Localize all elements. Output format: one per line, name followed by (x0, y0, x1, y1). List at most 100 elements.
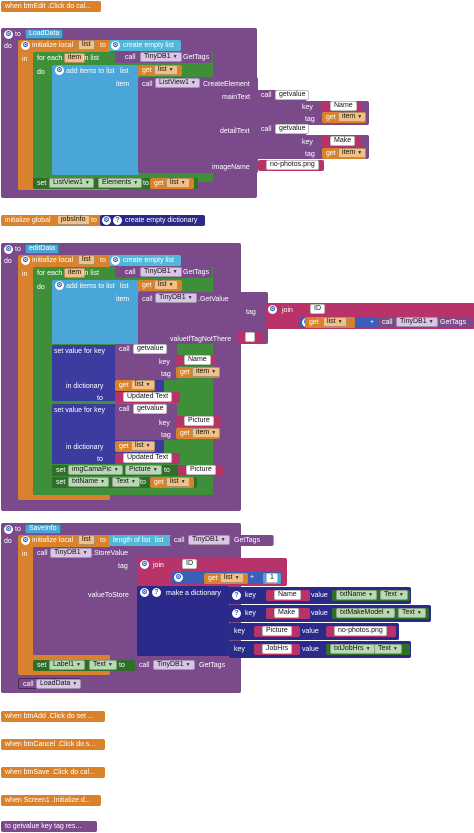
set-listview-dropdown[interactable]: ListView1 ▼ (49, 178, 94, 188)
get-item-block[interactable]: get item ▼ (322, 112, 367, 123)
name-string-block[interactable]: Name (322, 101, 362, 112)
edit-updated-text-block[interactable]: Updated Text (115, 392, 180, 403)
list-gear-icon[interactable]: ⚙ (111, 41, 120, 50)
call-gettags-block[interactable]: call TinyDB1 ▼ GetTags (115, 52, 212, 63)
make-dict-block[interactable] (137, 586, 229, 656)
getvalue-main-block[interactable]: call getvalue (257, 90, 310, 101)
pair-txtmakemodel-text-dropdown[interactable]: Text ▼ (398, 608, 426, 618)
edit-name-string[interactable]: Name (184, 355, 211, 365)
editdata-id-string[interactable]: ID (310, 304, 325, 314)
pair-txtname-dropdown[interactable]: txtName ▼ (336, 590, 378, 600)
text-prop-dropdown[interactable]: Text ▼ (112, 477, 140, 487)
loaddata-dropdown[interactable]: LoadData ▼ (36, 679, 82, 689)
get-item-detail-dropdown[interactable]: item ▼ (338, 148, 367, 158)
edit-updated-text[interactable]: Updated Text (123, 392, 173, 402)
picture-prop-dropdown[interactable]: Picture ▼ (125, 465, 162, 475)
editdata-init-gear-icon[interactable]: ⚙ (21, 256, 30, 265)
editdata-add-gear-icon[interactable]: ⚙ (55, 281, 64, 290)
pair-name-string[interactable]: Name (274, 590, 301, 600)
pair-txtjobhrs-block[interactable]: txtJobHrs ▼ Text ▼ (326, 644, 410, 655)
call-loaddata-block[interactable]: call LoadData ▼ (18, 678, 82, 689)
editdata-getvalue-tinydb[interactable]: TinyDB1 ▼ (155, 293, 197, 303)
label1-dropdown[interactable]: Label1 ▼ (49, 660, 85, 670)
editdata-name-field[interactable]: editData (25, 244, 60, 254)
pair-txtjobhrs-text-dropdown[interactable]: Text ▼ (374, 644, 402, 654)
pair-jobhrs-string-block[interactable]: JobHrs (254, 644, 300, 655)
pair-picture-string-block[interactable]: Picture (254, 626, 300, 637)
edit-get-item-block[interactable]: get item ▼ (176, 367, 221, 378)
get-list-dropdown[interactable]: list ▼ (154, 65, 178, 75)
storevalue-tinydb-dropdown[interactable]: TinyDB1 ▼ (50, 548, 92, 558)
pair-txtname-text-dropdown[interactable]: Text ▼ (380, 590, 408, 600)
set-listview-elements-block[interactable]: set ListView1 ▼ Elements ▼ to (33, 178, 198, 189)
set-label1-tinydb[interactable]: TinyDB1 ▼ (153, 660, 195, 670)
pair-name-string-block[interactable]: Name (266, 590, 310, 601)
create-element-block[interactable] (138, 77, 258, 173)
pair-no-photos-block[interactable]: no-photos.png (326, 626, 396, 637)
edit-updated-text-block-2[interactable]: Updated Text (115, 453, 180, 464)
number-one[interactable]: 1 (266, 573, 278, 583)
btnadd-click-event[interactable]: when btnAdd .Click do set ... (1, 711, 105, 722)
btncancel-click-event[interactable]: when btnCancel .Click do s... (1, 739, 105, 750)
edit-get-item-dropdown[interactable]: item ▼ (192, 367, 221, 377)
edit-name-string-block[interactable]: Name (176, 355, 216, 366)
txtname-dropdown[interactable]: txtName ▼ (68, 477, 110, 487)
set-label1-gettags[interactable]: call TinyDB1 ▼ GetTags (135, 660, 238, 671)
listview-dropdown[interactable]: ListView1 ▼ (155, 78, 200, 88)
saveinfo-init-var-field[interactable]: list (78, 535, 95, 545)
saveinfo-init-gear-icon[interactable]: ⚙ (21, 536, 30, 545)
init-gear-icon[interactable]: ⚙ (21, 41, 30, 50)
saveinfo-get-list-block[interactable]: get list ▼ (204, 573, 248, 584)
join-gear-icon[interactable]: ⚙ (268, 305, 277, 314)
pair-txtmakemodel-block[interactable]: txtMakeModel ▼ Text ▼ (332, 608, 429, 619)
editdata-gear-icon[interactable]: ⚙ (4, 245, 13, 254)
tinydb-dropdown[interactable]: TinyDB1 ▼ (140, 52, 182, 62)
pair-txtmakemodel-dropdown[interactable]: txtMakeModel ▼ (336, 608, 395, 618)
edit-get-list-dict[interactable]: get list ▼ (115, 380, 155, 391)
editdata-get-list-dropdown[interactable]: list ▼ (154, 280, 178, 290)
label1-text-dropdown[interactable]: Text ▼ (89, 660, 117, 670)
editdata-tinydb-plus[interactable]: TinyDB1 ▼ (396, 317, 438, 327)
storevalue-block[interactable] (33, 547, 138, 655)
edit-get-item-pic[interactable]: get item ▼ (176, 428, 221, 439)
no-photos-string[interactable]: no-photos.png (266, 160, 319, 170)
get-list-set-block[interactable]: get list ▼ (150, 178, 194, 189)
saveinfo-gettags-block[interactable]: call TinyDB1 ▼ GetTags (170, 535, 273, 546)
pair-make-string-block[interactable]: Make (266, 608, 310, 619)
pair-name-help-icon[interactable]: ? (232, 591, 241, 600)
mutator-gear-icon[interactable]: ⚙ (4, 30, 13, 39)
add-items-gear-icon[interactable]: ⚙ (55, 66, 64, 75)
saveinfo-plus-gear-icon[interactable]: ⚙ (174, 573, 183, 582)
set-label1-block[interactable]: set Label1 ▼ Text ▼ to (33, 660, 138, 671)
make-string-block[interactable]: Make (322, 136, 362, 147)
number-one-block[interactable]: 1 (263, 573, 281, 584)
editdata-get-list[interactable]: get list ▼ (138, 280, 182, 291)
for-each-item-field[interactable]: item (64, 53, 86, 63)
get-item-detail-block[interactable]: get item ▼ (322, 148, 367, 159)
init-local-var-field[interactable]: list (78, 40, 95, 50)
set-txtname-block[interactable]: set txtName ▼ Text ▼ to (52, 477, 197, 488)
editdata-get-list-plus[interactable]: get list ▼ (305, 317, 355, 328)
get-item-dropdown[interactable]: item ▼ (338, 112, 367, 122)
set-txtname-get-dropdown[interactable]: list ▼ (166, 477, 190, 487)
saveinfo-tinydb-dropdown[interactable]: TinyDB1 ▼ (188, 535, 230, 545)
global-var-field[interactable]: jobsInfo (57, 215, 90, 225)
edit-get-item-pic-dropdown[interactable]: item ▼ (192, 428, 221, 438)
pair-jobhrs-string[interactable]: JobHrs (262, 644, 293, 654)
help-icon[interactable]: ? (113, 216, 122, 225)
dict-gear-icon[interactable]: ⚙ (102, 216, 111, 225)
editdata-empty-string[interactable] (237, 332, 263, 343)
saveinfo-name-field[interactable]: SaveInfo (25, 524, 61, 534)
saveinfo-join-gear-icon[interactable]: ⚙ (140, 560, 149, 569)
edit-getvalue-pic-block[interactable]: call getvalue key tag (115, 404, 177, 440)
editdata-create-empty-list[interactable]: ⚙ create empty list (109, 255, 181, 266)
make-string[interactable]: Make (330, 136, 356, 146)
pair-no-photos-string[interactable]: no-photos.png (334, 626, 387, 636)
get-list-block[interactable]: get list ▼ (138, 65, 182, 76)
get-list-set-dropdown[interactable]: list ▼ (166, 178, 190, 188)
no-photos-block[interactable]: no-photos.png (258, 160, 324, 171)
editdata-empty-string-value[interactable] (245, 332, 255, 342)
saveinfo-get-list-dropdown[interactable]: list ▼ (220, 573, 244, 583)
make-dict-help-icon[interactable]: ? (152, 588, 161, 597)
editdata-list-gear-icon[interactable]: ⚙ (111, 256, 120, 265)
